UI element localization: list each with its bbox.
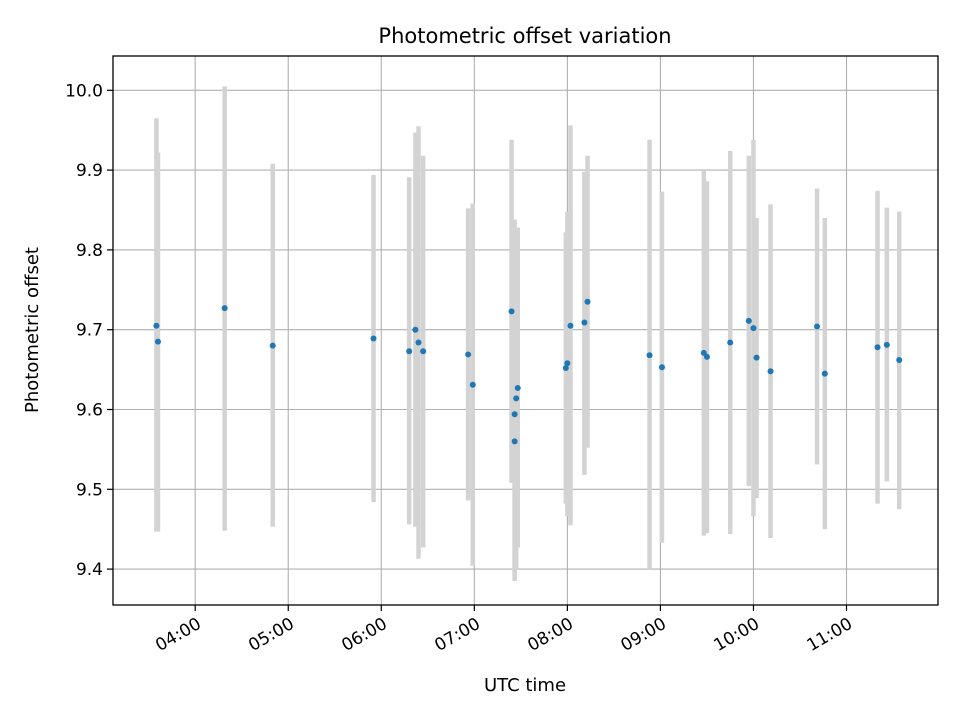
y-tick-label: 9.6 [76, 400, 103, 420]
data-point [514, 384, 521, 391]
y-tick-label: 10.0 [65, 81, 103, 101]
axes: 04:00 05:00 06:00 07:00 08:00 09:00 10:00 11:00… [65, 81, 856, 656]
data-point [154, 338, 161, 345]
y-tick-label: 9.4 [76, 560, 103, 580]
data-point [511, 438, 518, 445]
y-tick-label: 9.9 [76, 161, 103, 181]
data-point [370, 335, 377, 342]
data-point [412, 326, 419, 333]
y-tick-label: 9.7 [76, 321, 103, 341]
y-tick-label: 9.8 [76, 241, 103, 261]
chart-title: Photometric offset variation [378, 24, 671, 48]
data-point [511, 411, 518, 418]
data-point [727, 339, 734, 346]
data-point [874, 344, 881, 351]
data-point [753, 354, 760, 361]
y-tick-label: 9.5 [76, 480, 103, 500]
data-point [562, 365, 569, 372]
data-point [883, 341, 890, 348]
data-point [703, 353, 710, 360]
x-tick-label: 05:00 [245, 614, 297, 656]
data-point [221, 305, 228, 312]
data-point [584, 298, 591, 305]
data-point [821, 370, 828, 377]
data-point [750, 325, 757, 332]
data-point [420, 348, 427, 355]
data-point [269, 342, 276, 349]
data-point [646, 352, 653, 359]
data-point [508, 308, 515, 315]
x-tick-label: 11:00 [804, 614, 856, 656]
x-tick-label: 07:00 [431, 614, 483, 656]
data-point [469, 381, 476, 388]
plot-frame [112, 55, 939, 606]
x-tick-label: 10:00 [711, 614, 763, 656]
data-point [658, 364, 665, 371]
data-point [896, 357, 903, 364]
error-bars [154, 86, 902, 582]
x-axis-label: UTC time [484, 675, 566, 696]
x-tick-label: 04:00 [152, 614, 204, 656]
data-point [406, 348, 413, 355]
data-point [581, 319, 588, 326]
grid [113, 56, 938, 605]
y-axis-label: Photometric offset [22, 247, 43, 413]
data-point [814, 323, 821, 330]
data-point [567, 322, 574, 329]
data-point [745, 317, 752, 324]
data-point [767, 368, 774, 375]
data-point [564, 360, 571, 367]
data-points [153, 298, 903, 445]
data-point [465, 351, 472, 358]
data-point [513, 395, 520, 402]
data-point [415, 339, 422, 346]
x-tick-label: 08:00 [524, 614, 576, 656]
x-tick-label: 06:00 [338, 614, 390, 656]
data-point [153, 322, 160, 329]
x-tick-label: 09:00 [617, 614, 669, 656]
